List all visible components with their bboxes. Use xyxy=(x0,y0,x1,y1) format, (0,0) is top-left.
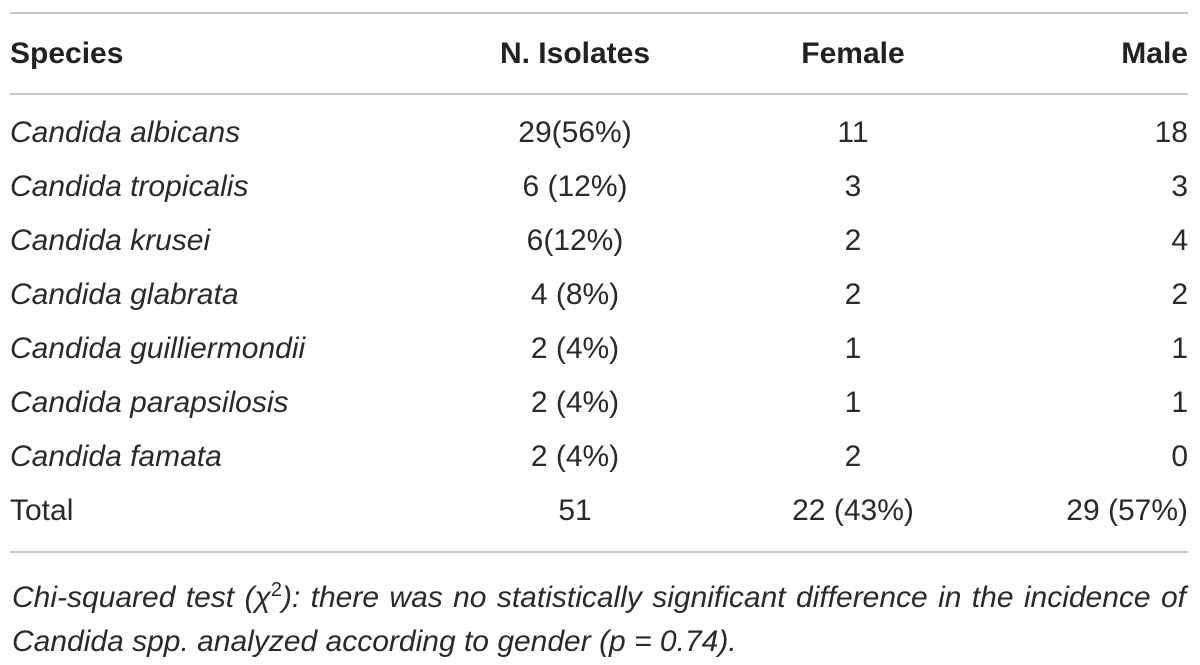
table-row: Candida glabrata 4 (8%) 2 2 xyxy=(10,268,1188,322)
male-cell: 18 xyxy=(1154,116,1188,149)
total-female: 22 (43%) xyxy=(792,494,914,527)
species-table: Species N. Isolates Female Male Candida … xyxy=(10,14,1188,538)
male-cell: 0 xyxy=(1171,440,1188,473)
total-isolates: 51 xyxy=(558,494,592,527)
species-cell: Candida tropicalis xyxy=(10,170,249,203)
isolates-cell: 4 (8%) xyxy=(530,278,620,311)
header-female: Female xyxy=(801,36,905,70)
footnote-text-start: Chi-squared test (χ xyxy=(12,581,271,614)
species-cell: Candida glabrata xyxy=(10,278,239,311)
female-cell: 3 xyxy=(844,170,862,203)
table-row: Candida guilliermondii 2 (4%) 1 1 xyxy=(10,322,1188,376)
male-cell: 3 xyxy=(1171,170,1188,203)
isolates-cell: 29(56%) xyxy=(518,116,632,149)
total-row: Total 51 22 (43%) 29 (57%) xyxy=(10,484,1188,538)
table-row: Candida parapsilosis 2 (4%) 1 1 xyxy=(10,376,1188,430)
female-cell: 1 xyxy=(844,386,862,419)
top-rule xyxy=(10,12,1188,14)
total-male: 29 (57%) xyxy=(1066,494,1188,527)
header-row: Species N. Isolates Female Male xyxy=(10,14,1188,93)
male-cell: 1 xyxy=(1171,386,1188,419)
table-footnote: Chi-squared test (χ2): there was no stat… xyxy=(12,568,1186,664)
header-isolates: N. Isolates xyxy=(499,36,651,70)
female-cell: 2 xyxy=(844,224,862,257)
header-rule xyxy=(10,93,1188,95)
table-row: Candida albicans 29(56%) 11 18 xyxy=(10,106,1188,160)
female-cell: 2 xyxy=(844,440,862,473)
female-cell: 1 xyxy=(844,332,862,365)
isolates-cell: 2 (4%) xyxy=(530,386,620,419)
isolates-cell: 2 (4%) xyxy=(530,332,620,365)
table-row: Candida tropicalis 6 (12%) 3 3 xyxy=(10,160,1188,214)
male-cell: 4 xyxy=(1171,224,1188,257)
isolates-cell: 6 (12%) xyxy=(522,170,628,203)
species-cell: Candida parapsilosis xyxy=(10,386,289,419)
species-cell: Candida guilliermondii xyxy=(10,332,306,365)
header-male: Male xyxy=(1121,36,1188,70)
isolates-cell: 6(12%) xyxy=(526,224,624,257)
male-cell: 2 xyxy=(1171,278,1188,311)
species-cell: Candida famata xyxy=(10,440,222,473)
table-row: Candida krusei 6(12%) 2 4 xyxy=(10,214,1188,268)
footnote-text-end: ): there was no statistically significan… xyxy=(12,581,1186,658)
male-cell: 1 xyxy=(1171,332,1188,365)
species-cell: Candida albicans xyxy=(10,116,241,149)
table-row: Candida famata 2 (4%) 2 0 xyxy=(10,430,1188,484)
footnote-superscript: 2 xyxy=(270,579,282,601)
header-species: Species xyxy=(10,36,124,70)
isolates-cell: 2 (4%) xyxy=(530,440,620,473)
total-label: Total xyxy=(10,494,74,527)
female-cell: 2 xyxy=(844,278,862,311)
bottom-rule xyxy=(10,551,1188,553)
species-cell: Candida krusei xyxy=(10,224,211,257)
female-cell: 11 xyxy=(837,116,869,149)
